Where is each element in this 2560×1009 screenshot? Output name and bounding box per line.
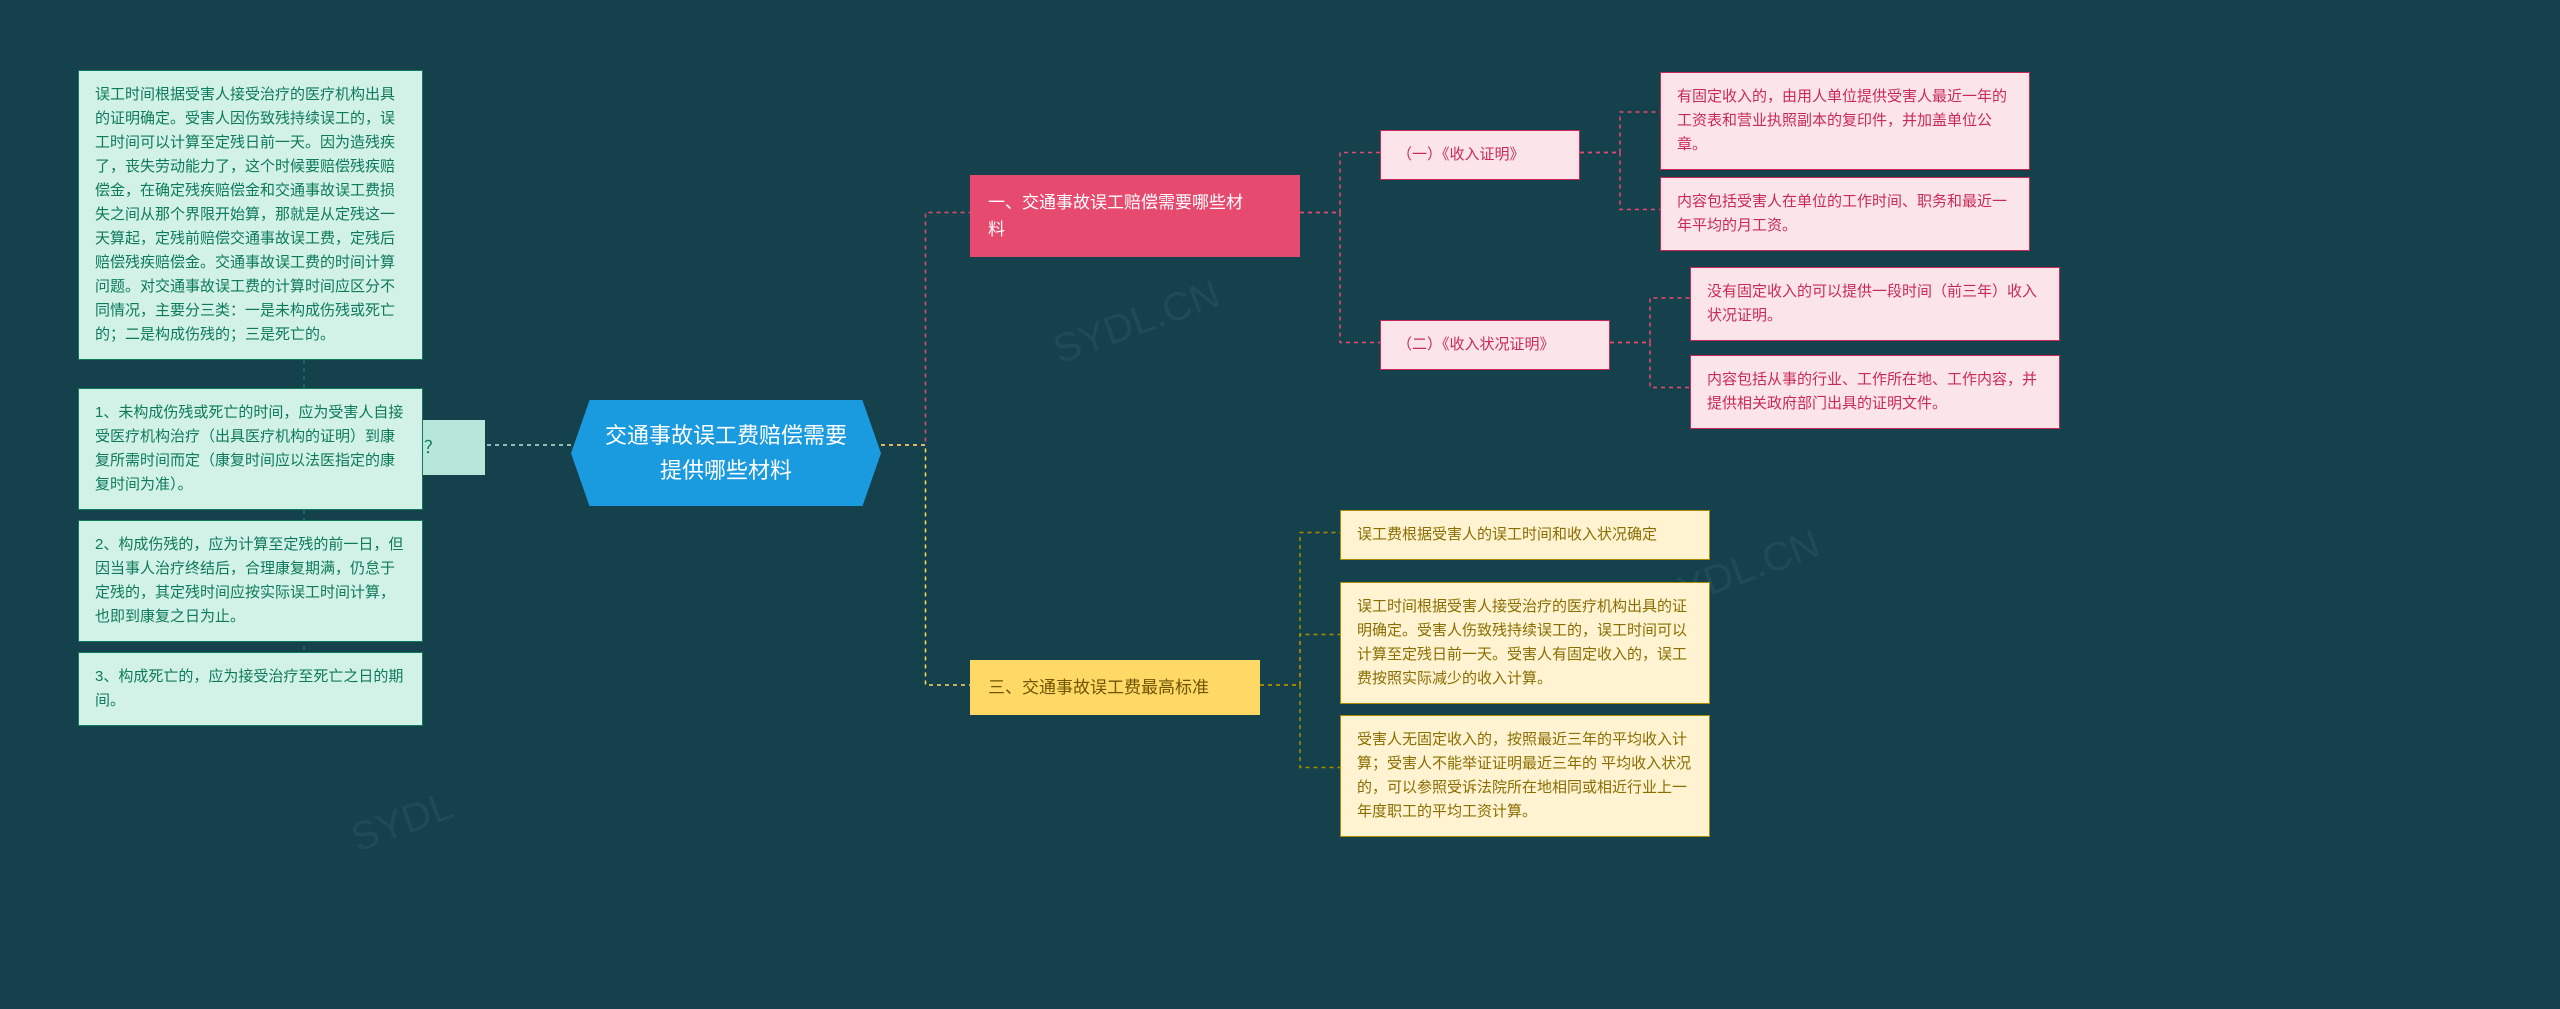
leaf-b2c2[interactable]: 1、未构成伤残或死亡的时间，应为受害人自接受医疗机构治疗（出具医疗机构的证明）到… [78,388,423,510]
leaf-b2c4[interactable]: 3、构成死亡的，应为接受治疗至死亡之日的期间。 [78,652,423,726]
leaf-b1c2[interactable]: （二）《收入状况证明》 [1380,320,1610,370]
root-node[interactable]: 交通事故误工费赔偿需要 提供哪些材料 [571,400,881,506]
leaf-b1c1b[interactable]: 内容包括受害人在单位的工作时间、职务和最近一年平均的月工资。 [1660,177,2030,251]
leaf-b1c1[interactable]: （一）《收入证明》 [1380,130,1580,180]
leaf-b2c1[interactable]: 误工时间根据受害人接受治疗的医疗机构出具的证明确定。受害人因伤致残持续误工的，误… [78,70,423,360]
leaf-b1c2b[interactable]: 内容包括从事的行业、工作所在地、工作内容，并提供相关政府部门出具的证明文件。 [1690,355,2060,429]
leaf-b3c1[interactable]: 误工费根据受害人的误工时间和收入状况确定 [1340,510,1710,560]
watermark: SYDL [345,783,459,861]
leaf-b3c2[interactable]: 误工时间根据受害人接受治疗的医疗机构出具的证明确定。受害人伤致残持续误工的，误工… [1340,582,1710,704]
leaf-b1c1a[interactable]: 有固定收入的，由用人单位提供受害人最近一年的工资表和营业执照副本的复印件，并加盖… [1660,72,2030,170]
leaf-b2c3[interactable]: 2、构成伤残的，应为计算至定残的前一日，但因当事人治疗终结后，合理康复期满，仍怠… [78,520,423,642]
branch-b3[interactable]: 三、交通事故误工费最高标准 [970,660,1260,715]
branch-b1[interactable]: 一、交通事故误工赔偿需要哪些材 料 [970,175,1300,257]
leaf-b1c2a[interactable]: 没有固定收入的可以提供一段时间（前三年）收入状况证明。 [1690,267,2060,341]
leaf-b3c3[interactable]: 受害人无固定收入的，按照最近三年的平均收入计算；受害人不能举证证明最近三年的 平… [1340,715,1710,837]
watermark: SYDL.CN [1048,272,1226,374]
